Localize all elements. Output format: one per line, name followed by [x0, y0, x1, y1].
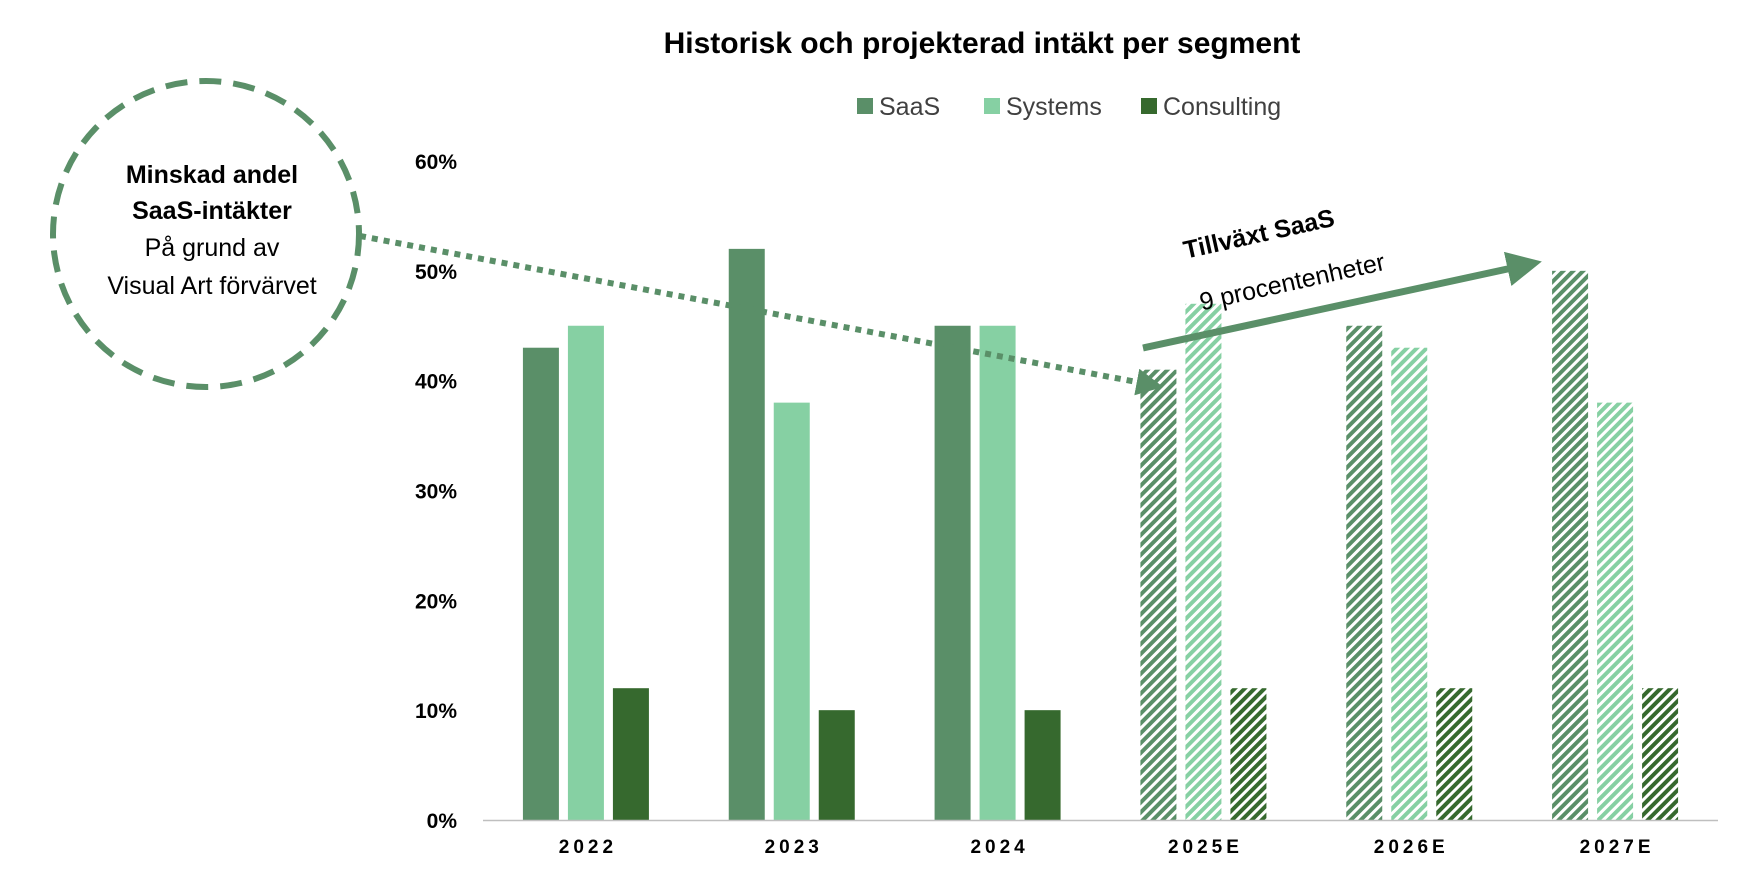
bar-consulting-2023 — [818, 710, 855, 820]
y-tick-label: 30% — [415, 481, 457, 504]
bar-consulting-2025e — [1230, 688, 1267, 820]
legend-label-consulting: Consulting — [1163, 93, 1281, 121]
growth-label-bold: Tillväxt SaaS — [1181, 204, 1337, 265]
legend-label-systems: Systems — [1006, 93, 1102, 121]
legend-swatch-consulting — [1141, 98, 1157, 114]
y-tick-label: 10% — [415, 700, 457, 723]
bar-saas-2024 — [934, 325, 971, 820]
bar-saas-2025e — [1140, 369, 1177, 820]
legend-swatch-systems — [984, 98, 1000, 114]
x-axis: 2022 2023 2024 2025E 2026E 2027E — [483, 819, 1718, 858]
x-tick-label: 2024 — [970, 837, 1028, 858]
y-tick-label: 60% — [415, 151, 457, 174]
bars — [522, 248, 1679, 820]
growth-label-normal: 9 procentenheter — [1197, 248, 1388, 316]
growth-label: Tillväxt SaaS — [1181, 204, 1337, 265]
bar-saas-2026e — [1346, 325, 1383, 820]
bar-systems-2025e — [1185, 303, 1222, 820]
bar-consulting-2027e — [1642, 688, 1679, 820]
chart-title: Historisk och projekterad intäkt per seg… — [664, 27, 1301, 60]
bar-consulting-2024 — [1024, 710, 1061, 820]
bar-systems-2024 — [979, 325, 1016, 820]
bar-consulting-2022 — [612, 688, 649, 820]
bar-systems-2022 — [567, 325, 604, 820]
x-tick-label: 2023 — [765, 837, 823, 858]
callout-line-3: På grund av — [145, 234, 280, 262]
legend-swatch-saas — [857, 98, 873, 114]
x-tick-label: 2025E — [1168, 837, 1243, 858]
growth-arrow — [1142, 251, 1542, 352]
callout: Minskad andel SaaS-intäkter På grund av … — [50, 78, 362, 390]
bar-systems-2026e — [1391, 347, 1428, 820]
x-tick-label: 2027E — [1580, 837, 1655, 858]
x-tick-label: 2022 — [559, 837, 617, 858]
y-axis: 0% 10% 20% 30% 40% 50% 60% — [415, 151, 457, 833]
y-tick-label: 40% — [415, 371, 457, 394]
bar-consulting-2026e — [1436, 688, 1473, 820]
bar-systems-2023 — [773, 402, 810, 820]
x-tick-label: 2026E — [1374, 837, 1449, 858]
bar-systems-2027e — [1597, 402, 1634, 820]
callout-circle — [50, 78, 362, 390]
y-tick-label: 20% — [415, 590, 457, 613]
callout-arrow — [359, 233, 1164, 396]
legend-label-saas: SaaS — [879, 93, 940, 121]
callout-line-1: Minskad andel — [126, 161, 298, 189]
bar-saas-2022 — [522, 347, 559, 820]
bar-saas-2027e — [1552, 270, 1589, 820]
callout-line-4: Visual Art förvärvet — [107, 272, 316, 300]
bar-saas-2023 — [728, 248, 765, 820]
legend: SaaS Systems Consulting — [857, 93, 1281, 121]
y-tick-label: 50% — [415, 261, 457, 284]
y-tick-label: 0% — [427, 810, 458, 833]
callout-line-2: SaaS-intäkter — [132, 197, 292, 225]
growth-label-sub: 9 procentenheter — [1197, 248, 1388, 316]
